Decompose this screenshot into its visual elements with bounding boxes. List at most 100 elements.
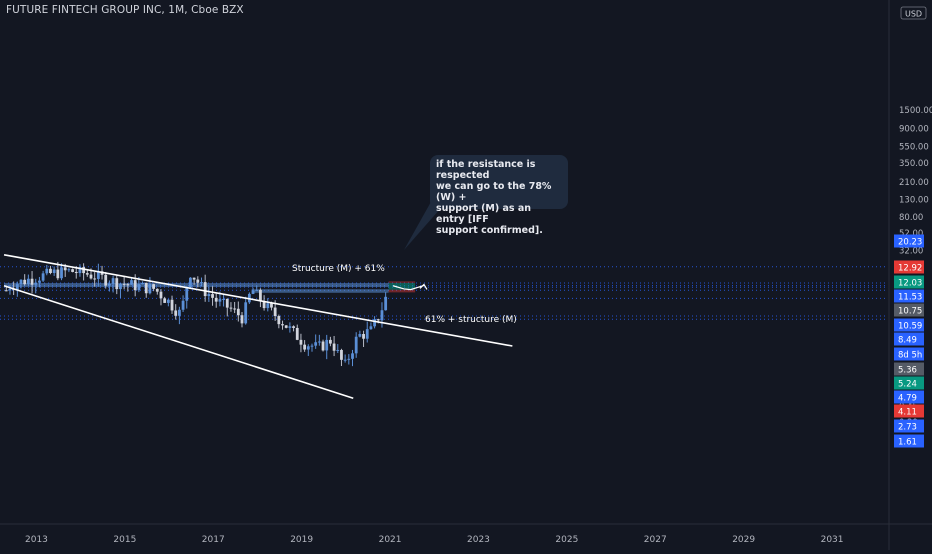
candle-body [332,343,336,351]
candle-body [15,284,19,290]
candle-body [343,359,347,361]
candle-body [38,280,41,283]
candle-body [270,303,273,308]
candle-body [89,274,93,279]
candle-body [119,283,122,290]
candle-body [251,290,255,294]
candle-body [133,280,137,291]
channel-lower-line [3,284,354,399]
price-tag [894,275,924,289]
annotation-pointer [404,200,440,250]
candle-body [229,307,233,309]
candle-body [130,280,133,285]
candle-body [273,307,277,317]
price-tag-label: 5.36 [898,365,917,375]
candle-body [181,300,185,310]
candle-body [203,282,207,297]
candle-body [384,296,388,311]
chart-title: FUTURE FINTECH GROUP INC, 1M, Cboe BZX [6,4,244,16]
price-tag [894,362,924,376]
candle-body [93,278,97,280]
structure-zone-top [4,283,389,287]
price-tag [894,347,924,361]
annotation-note: if the resistance is respected we can go… [430,155,568,236]
candle-body [189,277,192,288]
price-tag-label: 12.03 [898,278,922,288]
x-tick-label: 2015 [113,535,136,545]
candle-body [104,274,108,286]
candle-body [60,267,63,279]
structure-top-label: Structure (M) + 61% [292,264,385,274]
x-tick-label: 2013 [25,535,48,545]
candle-body [67,269,71,271]
candle-body [23,279,27,285]
candle-body [211,294,214,298]
candle-body [295,327,299,340]
price-tag [894,404,924,418]
candle-body [336,349,340,351]
candle-body [299,339,303,345]
candle-body [214,297,218,302]
candle-body [380,310,384,321]
x-tick-label: 2021 [379,535,402,545]
x-tick-label: 2027 [644,535,667,545]
price-tag-label: 8d 5h [898,350,922,360]
candle-body [292,326,295,328]
candle-body [63,267,67,271]
price-tag [894,260,924,274]
price-tag-label: 1.61 [898,437,917,447]
candle-body [174,310,178,316]
candle-body [108,283,111,286]
candle-body [218,299,222,302]
candle-body [240,315,244,324]
candle-body [185,287,189,301]
y-tick-label: 210.00 [899,178,929,188]
candle-body [49,268,52,274]
candle-body [82,267,86,274]
candle-body [74,271,78,274]
candle-body [365,329,369,339]
candle-body [306,346,310,350]
currency-box[interactable] [900,6,927,20]
candle-body [45,268,49,274]
price-tag [894,332,924,346]
candle-body [358,334,362,337]
price-tag-label: 12.92 [898,263,922,273]
candle-body [354,336,358,354]
price-tag-label: 2.73 [898,422,917,432]
candle-body [317,341,321,343]
candle-body [78,267,82,274]
x-tick-label: 2019 [290,535,313,545]
price-tag-label: 8.49 [898,335,917,345]
price-tag [894,419,924,433]
candle-body [166,299,170,303]
candle-body [155,288,159,292]
y-tick-label: 32.00 [899,246,923,256]
candle-body [340,349,343,360]
candle-body [310,345,314,347]
candle-body [325,339,329,351]
structure-bottom-label: 61% + structure (M) [425,315,517,325]
candle-body [281,324,284,326]
candle-body [30,278,34,285]
candle-body [262,301,266,309]
candle-body [321,341,325,351]
candle-body [233,308,237,310]
price-tag-label: 10.75 [898,306,922,316]
candle-body [177,309,181,316]
y-tick-label: 130.00 [899,195,929,205]
candle-body [52,269,56,274]
price-tag-label: 20.23 [898,237,922,247]
channel-upper-line [3,254,513,347]
candle-body [284,325,288,328]
candle-body [225,298,229,308]
price-tag [894,318,924,332]
candle-body [303,344,307,350]
price-tag-label: 11.53 [898,292,922,302]
candle-body [34,282,38,285]
candle-body [329,339,332,344]
candle-body [122,283,126,285]
price-tag [894,434,924,448]
